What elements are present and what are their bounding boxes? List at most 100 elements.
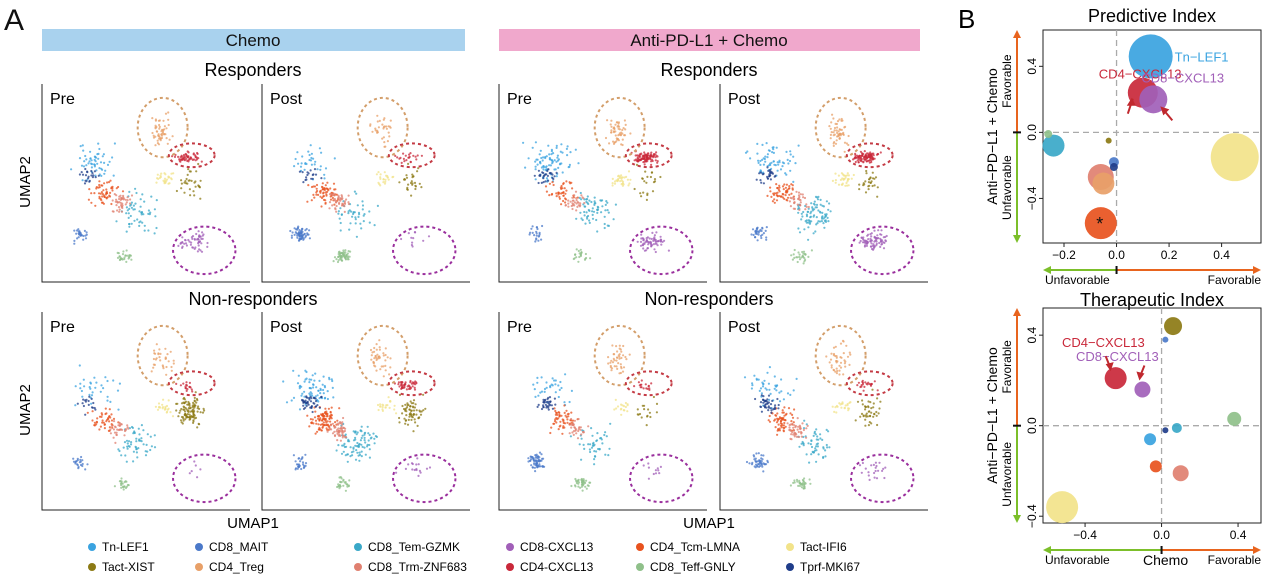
cell-dot xyxy=(166,410,169,413)
cell-dot xyxy=(541,159,544,162)
cell-dot xyxy=(786,158,789,161)
cell-dot xyxy=(553,397,557,400)
cell-dot xyxy=(369,348,373,352)
cell-dot xyxy=(121,253,125,256)
cell-dot xyxy=(77,465,80,469)
cell-dot xyxy=(408,415,411,418)
cell-dot xyxy=(108,420,111,423)
cell-dot xyxy=(325,410,328,413)
cell-dot xyxy=(340,481,343,484)
cell-dot xyxy=(782,418,785,421)
cell-dot xyxy=(349,446,352,449)
cell-dot xyxy=(798,208,801,211)
cell-dot xyxy=(102,387,105,390)
cell-dot xyxy=(625,175,628,178)
cell-dot xyxy=(773,407,776,410)
therapeutic-index-chart: Therapeutic Index−0.4 0.0 0.4−0.40.00.4Fav… xyxy=(984,290,1262,568)
cell-dot xyxy=(308,381,311,384)
cell-dot xyxy=(78,157,82,160)
cell-dot xyxy=(146,433,149,436)
cell-dot xyxy=(802,262,805,265)
cell-dot xyxy=(93,170,96,173)
cell-dot xyxy=(131,426,134,429)
cell-dot xyxy=(414,187,417,191)
cell-dot xyxy=(649,243,653,246)
cell-dot xyxy=(842,352,845,355)
cell-dot xyxy=(190,236,193,239)
cell-dot xyxy=(80,389,83,393)
cell-dot xyxy=(612,142,616,145)
cell-dot xyxy=(789,153,792,156)
cell-dot xyxy=(570,389,574,392)
umap-axis-lines xyxy=(41,84,250,283)
cell-dot xyxy=(91,391,94,394)
cell-dot xyxy=(117,408,120,411)
cell-dot xyxy=(126,196,129,199)
cell-dot xyxy=(775,146,778,149)
cell-dot xyxy=(532,383,535,386)
cell-dot xyxy=(827,430,830,433)
cell-dot xyxy=(580,198,583,201)
cell-dot xyxy=(756,142,759,145)
cell-dot xyxy=(129,214,132,218)
cd8-cxcl13-highlight-oval xyxy=(850,225,915,276)
cell-dot xyxy=(118,210,121,213)
cell-dot xyxy=(329,198,333,201)
legend-item: Tprf-MKI67 xyxy=(786,560,860,574)
cell-dot xyxy=(560,203,563,206)
cell-dot xyxy=(109,400,112,403)
cell-dot xyxy=(186,388,189,391)
cell-dot xyxy=(579,202,582,205)
cell-dot xyxy=(185,182,188,185)
cell-dot xyxy=(762,232,766,235)
cell-dot xyxy=(560,414,563,417)
cell-dot xyxy=(373,357,376,360)
cell-dot xyxy=(629,132,632,135)
cell-dot xyxy=(791,431,794,434)
cell-dot xyxy=(558,195,561,199)
cell-dot xyxy=(186,150,189,153)
cell-dot xyxy=(595,450,598,453)
cell-dot xyxy=(333,425,336,428)
cell-dot xyxy=(840,132,843,136)
treg-highlight-oval xyxy=(814,96,867,159)
cell-dot xyxy=(404,419,407,422)
cell-dot xyxy=(385,125,388,128)
cell-dot xyxy=(564,414,567,417)
cell-dot xyxy=(533,234,536,237)
cell-dot xyxy=(410,180,413,183)
cell-dot xyxy=(580,477,583,481)
cell-dot xyxy=(621,128,624,132)
cell-dot xyxy=(354,458,358,461)
cell-dot xyxy=(867,424,871,427)
cell-dot xyxy=(321,415,324,418)
cell-dot xyxy=(852,158,855,161)
cell-dot xyxy=(819,203,822,206)
cell-dot xyxy=(627,170,631,173)
cell-dot xyxy=(155,343,158,346)
cell-dot xyxy=(810,249,814,252)
cell-dot xyxy=(618,132,621,135)
cell-dot xyxy=(808,221,812,224)
cell-dot xyxy=(324,396,327,399)
cell-dot xyxy=(659,175,662,179)
cell-dot xyxy=(807,442,810,445)
cell-dot xyxy=(360,455,363,458)
cell-dot xyxy=(93,192,96,195)
cell-dot xyxy=(117,428,120,432)
cell-dot xyxy=(105,412,108,415)
cell-dot xyxy=(95,381,98,384)
cell-dot xyxy=(871,177,875,180)
cell-dot xyxy=(285,401,289,404)
cell-dot xyxy=(180,158,183,161)
cell-dot xyxy=(292,396,296,399)
cell-dot xyxy=(621,182,624,185)
cell-dot xyxy=(331,432,335,435)
cell-dot xyxy=(167,176,170,179)
cell-dot xyxy=(773,375,776,378)
legend-item: CD8_Trm-ZNF683 xyxy=(354,560,467,574)
cell-dot xyxy=(306,200,309,203)
cell-dot xyxy=(322,421,325,424)
cell-dot xyxy=(867,185,870,188)
cell-dot xyxy=(185,415,188,418)
